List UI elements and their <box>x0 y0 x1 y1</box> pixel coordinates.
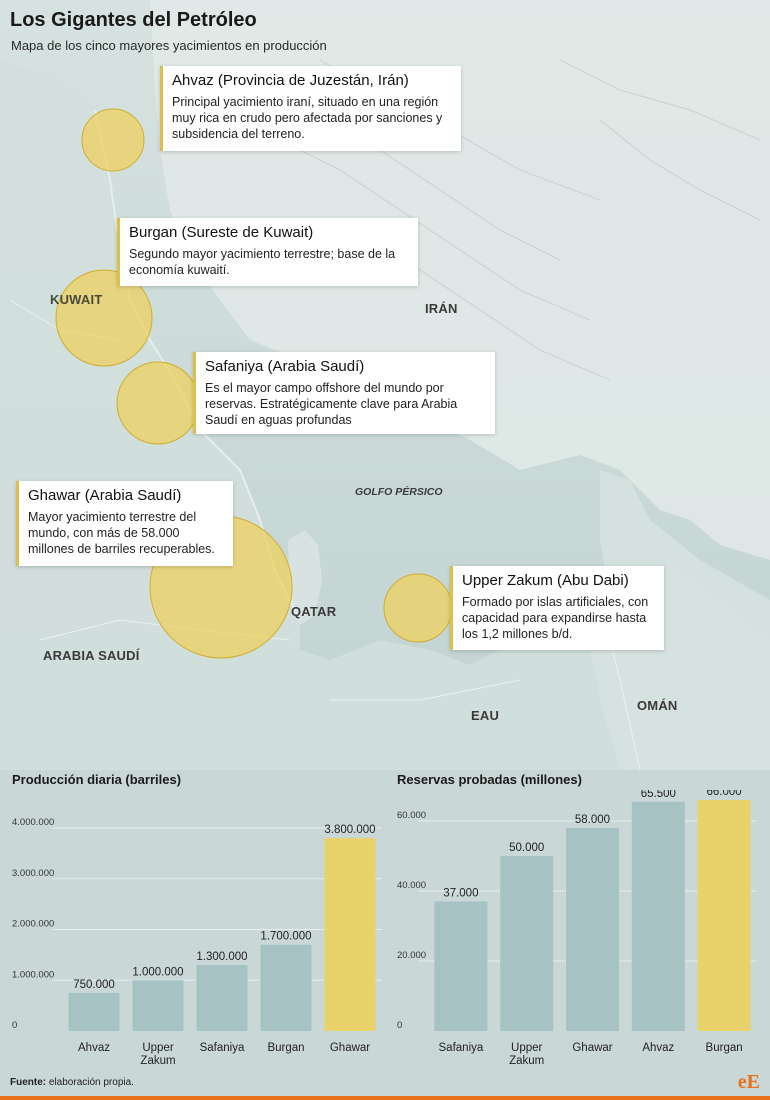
category-label: Upper <box>511 1042 542 1054</box>
y-tick-label: 3.000.000 <box>12 868 54 879</box>
chart1-title: Producción diaria (barriles) <box>12 772 182 787</box>
value-label: 1.300.000 <box>196 951 247 963</box>
field-ahvaz <box>81 108 145 172</box>
field-burgan <box>55 269 153 367</box>
page-title: Los Gigantes del Petróleo <box>10 9 257 31</box>
reserves-chart: 0 20.000 40.000 60.000 37.000 Safaniya 50.000 U… <box>397 790 757 1067</box>
category-label: Ghawar <box>330 1042 370 1054</box>
field-safaniya <box>116 361 200 445</box>
y-tick-label: 40.000 <box>397 880 426 891</box>
category-label: Ahvaz <box>78 1042 110 1054</box>
card-title: Burgan (Sureste de Kuwait) <box>129 224 314 241</box>
value-label: 1.000.000 <box>132 966 183 978</box>
chart2-title: Reservas probadas (millones) <box>397 772 582 787</box>
bar-ghawar <box>324 838 376 1031</box>
card-burgan: Burgan (Sureste de Kuwait) Segundo mayor… <box>117 218 418 286</box>
logo-E: E <box>746 1071 760 1093</box>
y-tick-label: 20.000 <box>397 950 426 961</box>
card-text: Segundo mayor yacimiento terrestre; base… <box>129 247 396 277</box>
card-upper-zakum: Upper Zakum (Abu Dabi) Formado por islas… <box>450 566 664 650</box>
y-tick-label: 0 <box>12 1020 17 1031</box>
logo-e: e <box>737 1071 747 1093</box>
card-safaniya: Safaniya (Arabia Saudí) Es el mayor camp… <box>193 352 495 434</box>
card-text: Formado por islas artificiales, con capa… <box>462 595 649 641</box>
category-label: Burgan <box>267 1042 304 1054</box>
card-text: Principal yacimiento iraní, situado en u… <box>172 95 443 141</box>
y-tick-label: 1.000.000 <box>12 969 54 980</box>
card-title: Ahvaz (Provincia de Juzestán, Irán) <box>172 72 409 89</box>
page-subtitle: Mapa de los cinco mayores yacimientos en… <box>11 38 327 53</box>
category-label: Upper <box>142 1042 173 1054</box>
label-qatar: QATAR <box>291 604 337 619</box>
card-ghawar: Ghawar (Arabia Saudí) Mayor yacimiento t… <box>16 481 233 566</box>
card-ahvaz: Ahvaz (Provincia de Juzestán, Irán) Prin… <box>160 66 461 151</box>
card-text: Es el mayor campo offshore del mundo por… <box>205 381 458 427</box>
bar-burgan <box>260 944 312 1031</box>
production-chart: 0 1.000.000 2.000.000 3.000.000 4.000.000 750… <box>12 817 382 1067</box>
value-label: 65.500 <box>641 790 676 800</box>
oman-land <box>590 470 770 770</box>
category-label: Burgan <box>706 1042 743 1054</box>
bar-ahvaz <box>68 992 120 1031</box>
value-label: 58.000 <box>575 814 610 826</box>
value-label: 1.700.000 <box>260 931 311 943</box>
bar-safaniya <box>196 965 248 1031</box>
category-label: Ghawar <box>572 1042 612 1054</box>
brand-logo: eE <box>738 1071 760 1094</box>
bar-ahvaz <box>631 801 685 1031</box>
y-tick-label: 2.000.000 <box>12 919 54 930</box>
value-label: 37.000 <box>443 888 478 900</box>
card-title: Safaniya (Arabia Saudí) <box>205 358 365 375</box>
category-label: Safaniya <box>200 1042 245 1054</box>
category-label: Zakum <box>509 1055 544 1067</box>
bottom-accent-bar <box>0 1096 770 1100</box>
value-label: 66.000 <box>707 790 742 798</box>
label-iran: IRÁN <box>425 301 458 316</box>
bar-safaniya <box>434 901 488 1031</box>
label-kuwait: KUWAIT <box>50 292 103 307</box>
label-eau: EAU <box>471 708 500 723</box>
category-label: Safaniya <box>439 1042 484 1054</box>
source-label: Fuente: <box>10 1077 47 1088</box>
category-label: Ahvaz <box>642 1042 674 1054</box>
bar-ghawar <box>566 828 619 1031</box>
value-label: 50.000 <box>509 842 544 854</box>
value-label: 750.000 <box>73 979 115 991</box>
card-title: Upper Zakum (Abu Dabi) <box>462 572 629 589</box>
label-oman: OMÁN <box>637 698 678 713</box>
card-title: Ghawar (Arabia Saudí) <box>28 487 182 504</box>
y-tick-label: 4.000.000 <box>12 817 54 828</box>
label-arabia: ARABIA SAUDÍ <box>43 648 140 663</box>
card-text: Mayor yacimiento terrestre del mundo, co… <box>28 510 215 556</box>
category-label: Zakum <box>140 1055 175 1067</box>
y-tick-label: 60.000 <box>397 810 426 821</box>
y-tick-label: 0 <box>397 1020 402 1031</box>
label-gulf: GOLFO PÉRSICO <box>355 486 443 498</box>
value-label: 3.800.000 <box>324 824 375 836</box>
source-text: elaboración propia. <box>48 1077 134 1088</box>
footer-source: Fuente: elaboración propia. <box>10 1077 134 1088</box>
bar-burgan <box>697 800 751 1031</box>
qatar-land <box>288 530 322 625</box>
bar-upper-zakum <box>132 980 184 1031</box>
field-upper-zakum <box>383 573 453 643</box>
bar-upper-zakum <box>500 856 554 1031</box>
